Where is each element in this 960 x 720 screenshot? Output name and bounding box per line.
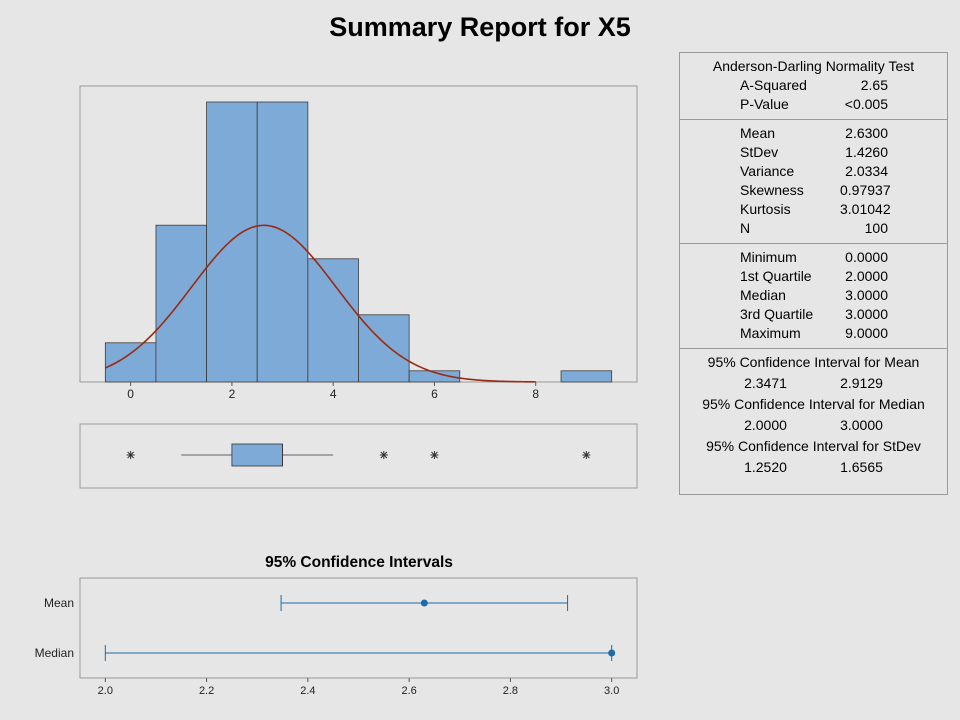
quantiles-label: 3rd Quartile [740, 306, 814, 322]
boxplot-panel [79, 423, 638, 489]
quantiles-value: 2.0000 [845, 268, 888, 284]
histogram-bars [104, 101, 613, 383]
quantiles-value: 3.0000 [845, 287, 888, 303]
quantiles-row: 1st Quartile 2.0000 [680, 267, 947, 286]
moments-label: N [740, 220, 751, 236]
ci-median-low: 2.0000 [744, 417, 787, 433]
moments-row: Kurtosis 3.01042 [680, 200, 947, 219]
quantiles-row: 3rd Quartile 3.0000 [680, 305, 947, 324]
quantiles-value: 0.0000 [845, 249, 888, 265]
quantiles-row: Median 3.0000 [680, 286, 947, 305]
quantiles-label: 1st Quartile [740, 268, 812, 284]
ci-x-tick-label: 2.2 [199, 685, 214, 697]
normality-label: P-Value [740, 96, 789, 112]
histogram-bar [560, 370, 613, 383]
ci-stdev-high: 1.6565 [840, 459, 883, 475]
boxplot [126, 443, 591, 467]
normality-test-heading: Anderson-Darling Normality Test [712, 58, 915, 74]
normality-label: A-Squared [740, 77, 807, 93]
ci-x-tick-label: 2.6 [401, 685, 416, 697]
ci-mean-low: 2.3471 [744, 375, 787, 391]
ci-stdev-heading: 95% Confidence Interval for StDev [706, 438, 921, 454]
moments-value: 2.0334 [845, 163, 888, 179]
ci-row-label: Mean [44, 596, 74, 610]
ci-median-high: 3.0000 [840, 417, 883, 433]
histogram-x-axis: 0 2 4 6 8 [127, 382, 539, 401]
moments-row: Variance 2.0334 [680, 162, 947, 181]
histogram-bar [206, 101, 258, 383]
moments-value: 3.01042 [840, 201, 891, 217]
histogram-bar [256, 101, 309, 383]
histogram-x-tick-label: 4 [330, 387, 337, 401]
moments-label: Mean [740, 125, 776, 141]
confidence-intervals-section: 95% Confidence Interval for Mean 2.3471 2… [680, 349, 947, 484]
normality-value: 2.65 [860, 77, 888, 93]
normality-row: P-Value <0.005 [680, 95, 947, 114]
ci-x-tick-label: 3.0 [604, 685, 619, 697]
ci-point [608, 649, 616, 657]
histogram-bar [307, 258, 359, 383]
boxplot-outlier [379, 451, 388, 459]
moments-row: N 100 [680, 219, 947, 238]
moments-value: 100 [864, 220, 888, 236]
moments-label: StDev [740, 144, 779, 160]
moments-value: 0.97937 [840, 182, 891, 198]
quantiles-row: Maximum 9.0000 [680, 324, 947, 343]
ci-stdev-low: 1.2520 [744, 459, 787, 475]
moments-row: StDev 1.4260 [680, 143, 947, 162]
quantiles-value: 9.0000 [845, 325, 888, 341]
ci-mean-high: 2.9129 [840, 375, 883, 391]
normality-value: <0.005 [844, 96, 888, 112]
ci-chart-title: 95% Confidence Intervals [265, 554, 453, 571]
moments-section: Mean 2.6300 StDev 1.4260 Variance 2.0334 Skewn… [680, 120, 947, 244]
histogram-x-tick-label: 6 [431, 387, 438, 401]
quantiles-row: Minimum 0.0000 [680, 248, 947, 267]
quantiles-value: 3.0000 [845, 306, 888, 322]
ci-row-label: Median [35, 646, 74, 660]
quantiles-label: Median [740, 287, 786, 303]
summary-statistics-table: Anderson-Darling Normality Test A-Square… [679, 52, 948, 495]
ci-point [420, 599, 428, 607]
moments-value: 1.4260 [845, 144, 888, 160]
normality-row: A-Squared 2.65 [680, 76, 947, 95]
moments-row: Skewness 0.97937 [680, 181, 947, 200]
moments-row: Mean 2.6300 [680, 124, 947, 143]
boxplot-outlier [126, 451, 135, 459]
ci-x-tick-label: 2.4 [300, 685, 315, 697]
ci-mean-heading: 95% Confidence Interval for Mean [707, 354, 920, 370]
histogram-x-tick-label: 8 [532, 387, 539, 401]
histogram-bar [155, 224, 207, 383]
quantiles-label: Minimum [740, 249, 797, 265]
boxplot-outlier [582, 451, 591, 459]
moments-label: Kurtosis [740, 201, 791, 217]
ci-panel [79, 577, 638, 679]
normality-test-section: Anderson-Darling Normality Test A-Square… [680, 53, 947, 120]
ci-x-tick-label: 2.8 [503, 685, 518, 697]
ci-x-tick-label: 2.0 [98, 685, 113, 697]
quantiles-label: Maximum [740, 325, 801, 341]
boxplot-outlier [430, 451, 439, 459]
histogram-x-tick-label: 2 [229, 387, 236, 401]
histogram-bar [104, 342, 157, 383]
confidence-intervals-chart: Mean Median 2.0 2.2 2.4 2.6 2.8 3.0 [35, 595, 619, 697]
ci-median-heading: 95% Confidence Interval for Median [702, 396, 925, 412]
moments-value: 2.6300 [845, 125, 888, 141]
moments-label: Skewness [740, 182, 804, 198]
histogram-x-tick-label: 0 [127, 387, 134, 401]
report-title: Summary Report for X5 [329, 12, 631, 42]
moments-label: Variance [740, 163, 795, 179]
quantiles-section: Minimum 0.0000 1st Quartile 2.0000 Median 3.0… [680, 244, 947, 349]
boxplot-box [231, 443, 283, 467]
normal-curve [104, 224, 536, 383]
